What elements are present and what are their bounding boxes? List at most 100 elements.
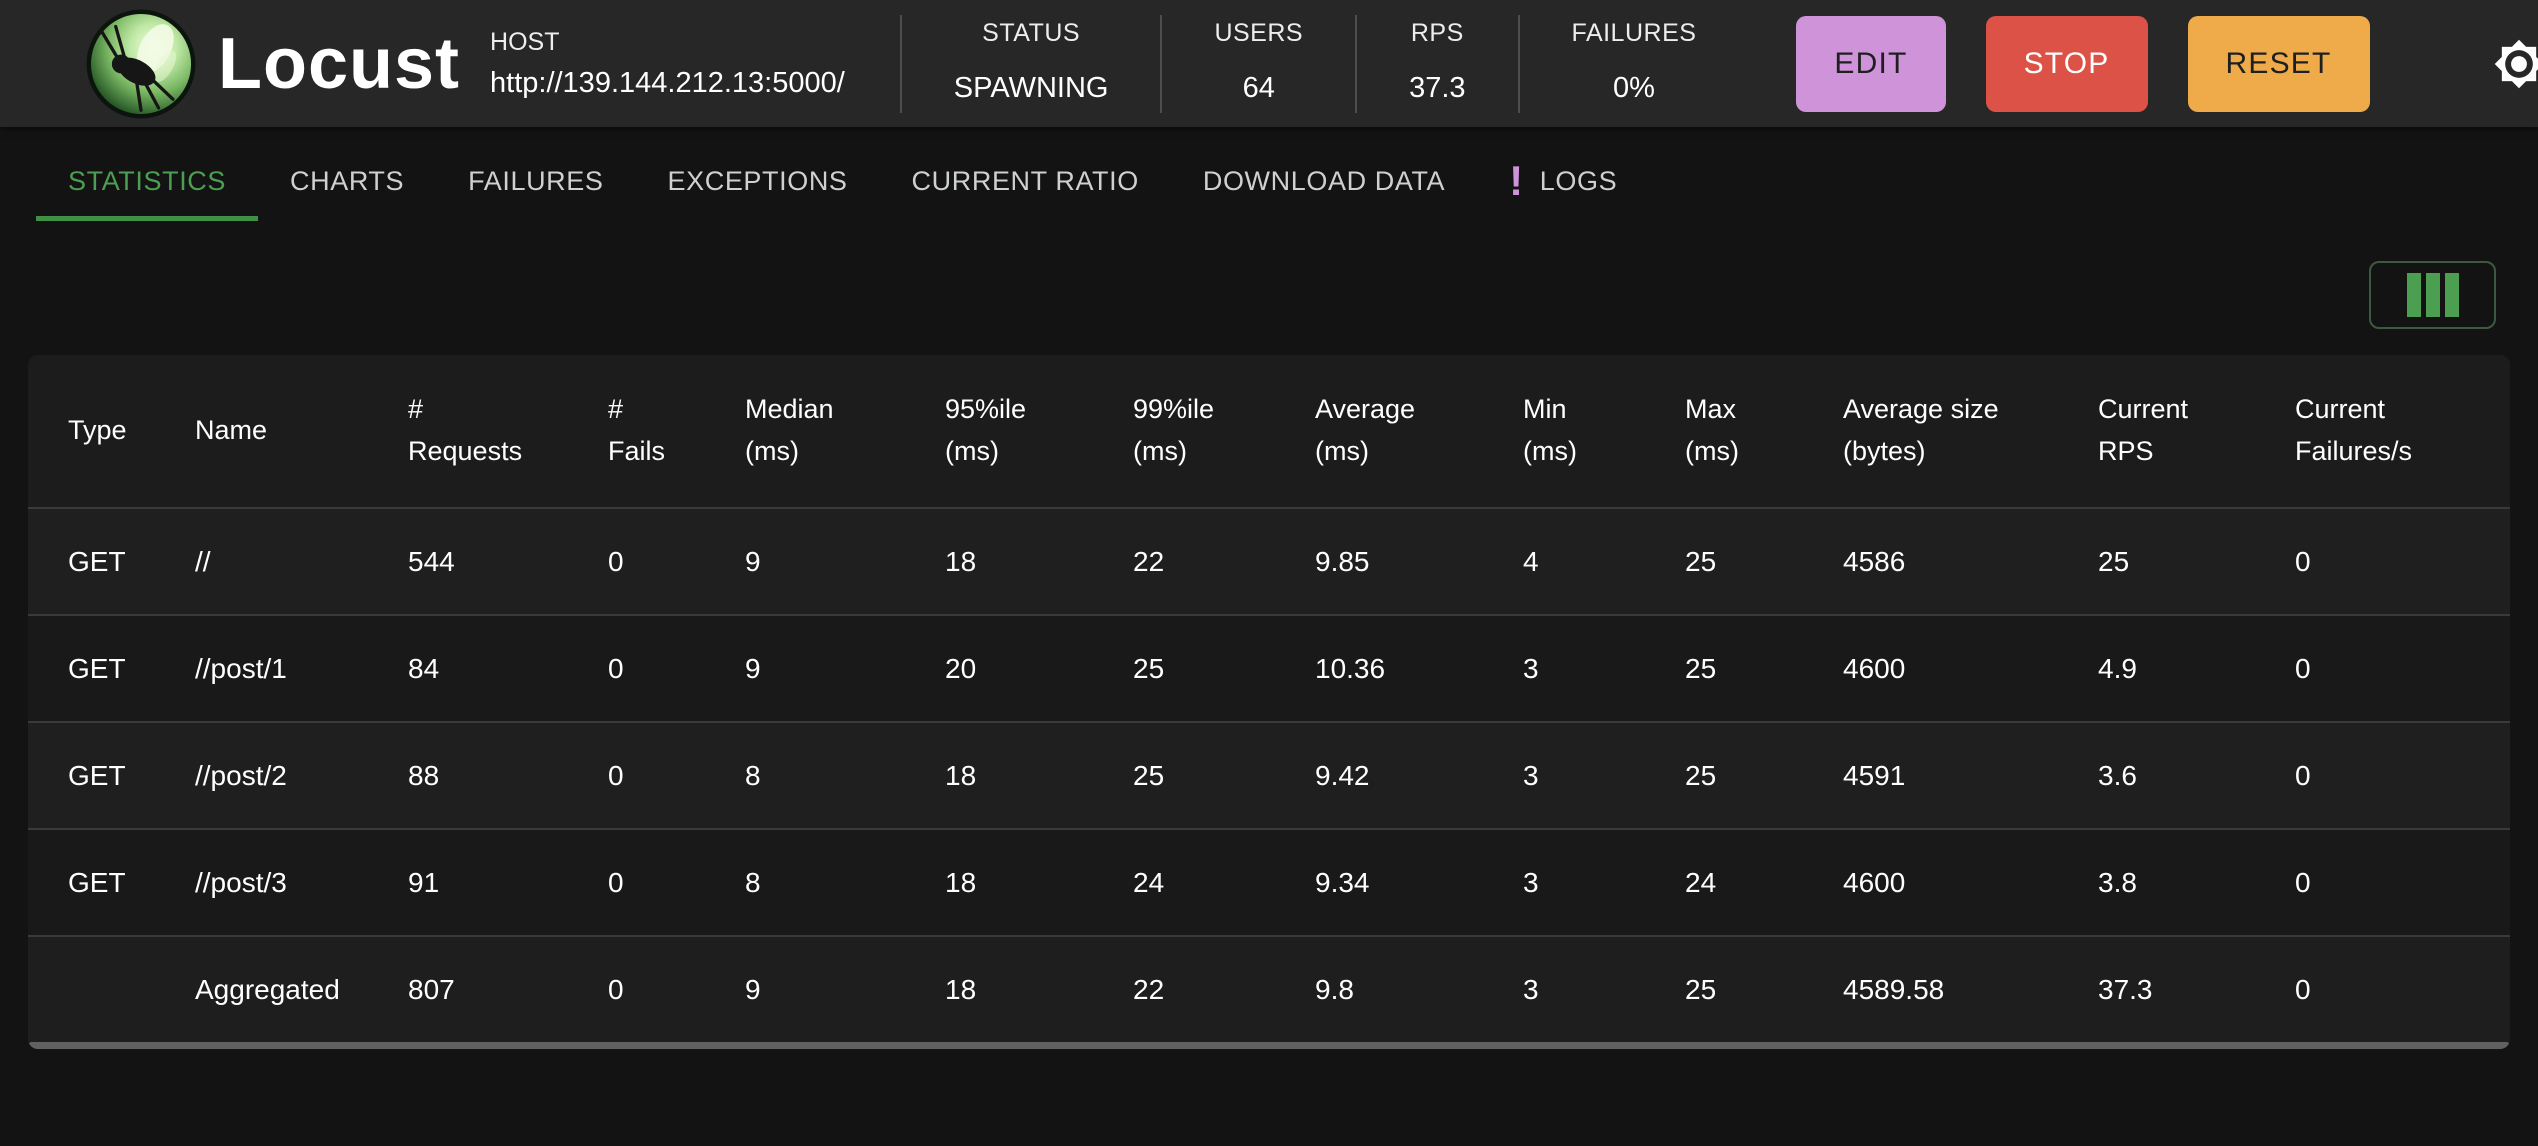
status-label: STATUS: [982, 18, 1081, 47]
table-cell: 0: [608, 828, 745, 936]
table-cell: 9.8: [1315, 935, 1523, 1042]
table-cell: GET: [28, 614, 195, 722]
tab-exceptions[interactable]: EXCEPTIONS: [636, 127, 880, 235]
table-cell: 0: [608, 935, 745, 1042]
failures-label: FAILURES: [1571, 18, 1697, 47]
col-header-average-size[interactable]: Average size (bytes): [1843, 355, 2098, 508]
tab-label: DOWNLOAD DATA: [1202, 165, 1446, 196]
table-cell: 91: [408, 828, 608, 936]
tab-label: CURRENT RATIO: [911, 165, 1139, 196]
table-cell: 20: [945, 614, 1133, 722]
table-cell: 24: [1685, 828, 1843, 936]
table-cell: GET: [28, 721, 195, 829]
host-label: HOST: [490, 27, 560, 56]
status-item-rps: RPS 37.3: [1355, 14, 1517, 113]
reset-button[interactable]: RESET: [2187, 15, 2370, 112]
table-cell: 84: [408, 614, 608, 722]
col-header-95ile[interactable]: 95%ile (ms): [945, 355, 1133, 508]
table-cell: //post/1: [195, 614, 408, 722]
table-row: GET//544 0 9 18 22 9.85 4 25 4586 25 0: [28, 507, 2510, 615]
table-cell: 9: [745, 507, 945, 615]
table-cell: 22: [1133, 507, 1315, 615]
table-cell: 4: [1523, 507, 1685, 615]
table-cell: 0: [2295, 721, 2510, 829]
table-cell: 3: [1523, 721, 1685, 829]
col-header-fails[interactable]: # Fails: [608, 355, 745, 508]
table-cell: 37.3: [2098, 935, 2295, 1042]
tab-current-ratio[interactable]: CURRENT RATIO: [880, 127, 1171, 235]
table-cell: 0: [2295, 507, 2510, 615]
rps-value: 37.3: [1409, 71, 1466, 104]
tab-label: CHARTS: [290, 165, 405, 196]
table-cell: //: [195, 507, 408, 615]
table-cell: 4589.58: [1843, 935, 2098, 1042]
table-cell: 25: [1685, 935, 1843, 1042]
stop-button[interactable]: STOP: [1985, 15, 2148, 112]
table-columns-icon: [2406, 273, 2459, 317]
tab-statistics[interactable]: STATISTICS: [36, 127, 259, 235]
app-title: Locust: [218, 23, 461, 104]
table-cell: 544: [408, 507, 608, 615]
status-item-status: STATUS SPAWNING: [899, 14, 1161, 113]
col-header-type[interactable]: Type: [28, 355, 195, 508]
table-cell: 4.9: [2098, 614, 2295, 722]
tab-bar: STATISTICS CHARTS FAILURES EXCEPTIONS CU…: [0, 127, 2538, 235]
table-cell: 9.85: [1315, 507, 1523, 615]
table-header-row: Type Name # Requests # Fails Median (ms)…: [28, 355, 2510, 508]
edit-button[interactable]: EDIT: [1796, 15, 1946, 112]
settings-button[interactable]: [2486, 29, 2538, 99]
table-cell: 9.42: [1315, 721, 1523, 829]
table-cell: GET: [28, 828, 195, 936]
table-cell: 25: [1685, 721, 1843, 829]
table-cell: [28, 935, 195, 1042]
col-header-current-failures[interactable]: Current Failures/s: [2295, 355, 2510, 508]
tab-failures[interactable]: FAILURES: [436, 127, 635, 235]
table-cell: 18: [945, 721, 1133, 829]
table-cell: 0: [608, 614, 745, 722]
table-cell: 25: [2098, 507, 2295, 615]
table-toolbar: [0, 235, 2538, 355]
table-cell: 0: [2295, 828, 2510, 936]
users-value: 64: [1242, 71, 1275, 104]
col-header-requests[interactable]: # Requests: [408, 355, 608, 508]
col-header-name[interactable]: Name: [195, 355, 408, 508]
col-header-median[interactable]: Median (ms): [745, 355, 945, 508]
table-cell: 18: [945, 507, 1133, 615]
statistics-table-card: Type Name # Requests # Fails Median (ms)…: [28, 355, 2510, 1049]
table-cell: 18: [945, 935, 1133, 1042]
table-cell: GET: [28, 507, 195, 615]
table-cell: 4600: [1843, 828, 2098, 936]
table-cell: 10.36: [1315, 614, 1523, 722]
gear-icon: [2494, 39, 2538, 88]
table-row: Aggregated 807 0 9 18 22 9.8 3 25 4589.58 37.3 0: [28, 935, 2510, 1042]
status-group: STATUS SPAWNING USERS 64 RPS 37.3 FAILUR…: [899, 14, 1749, 113]
table-cell: 807: [408, 935, 608, 1042]
tab-label: EXCEPTIONS: [667, 165, 848, 196]
tab-label: STATISTICS: [68, 165, 227, 196]
col-header-99ile[interactable]: 99%ile (ms): [1133, 355, 1315, 508]
col-header-min[interactable]: Min (ms): [1523, 355, 1685, 508]
table-cell: 0: [2295, 614, 2510, 722]
tab-charts[interactable]: CHARTS: [258, 127, 436, 235]
status-item-failures: FAILURES 0%: [1517, 14, 1749, 113]
table-cell: //post/2: [195, 721, 408, 829]
table-cell: 0: [608, 507, 745, 615]
col-header-average[interactable]: Average (ms): [1315, 355, 1523, 508]
table-cell: 0: [608, 721, 745, 829]
host-block: HOST http://139.144.212.13:5000/: [490, 28, 845, 100]
horizontal-scrollbar[interactable]: [28, 1042, 2510, 1049]
table-cell: 3: [1523, 828, 1685, 936]
col-header-max[interactable]: Max (ms): [1685, 355, 1843, 508]
col-header-current-rps[interactable]: Current RPS: [2098, 355, 2295, 508]
table-cell: 8: [745, 721, 945, 829]
tab-download-data[interactable]: DOWNLOAD DATA: [1171, 127, 1477, 235]
table-cell: 88: [408, 721, 608, 829]
users-label: USERS: [1214, 18, 1304, 47]
column-visibility-button[interactable]: [2369, 261, 2496, 329]
table-cell: 9: [745, 614, 945, 722]
tab-logs[interactable]: ! LOGS: [1477, 127, 1649, 235]
table-row: GET//post/1 84 0 9 20 25 10.36 3 25 4600 4.9 0: [28, 614, 2510, 722]
locust-logo-icon: [86, 9, 196, 118]
table-row: GET//post/3 91 0 8 18 24 9.34 3 24 4600 3.8 0: [28, 828, 2510, 936]
status-item-users: USERS 64: [1160, 14, 1355, 113]
